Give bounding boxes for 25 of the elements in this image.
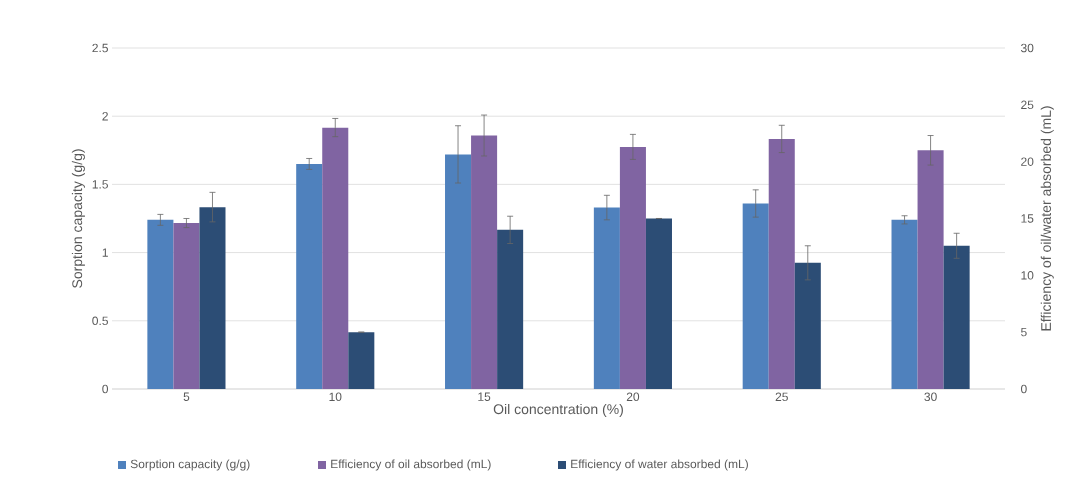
y-tick-label: 2 (102, 112, 108, 121)
y-tick-label: 0 (102, 384, 109, 394)
x-tick-label: 15 (478, 392, 491, 401)
x-tick-label: 25 (775, 392, 788, 402)
y2-tick-label: 5 (1021, 327, 1027, 337)
y2-tick-label: 0 (1021, 384, 1027, 394)
y2-axis-title: Efficiency of oil/water absorbed (mL) (1040, 106, 1054, 331)
y2-tick-label: 30 (1020, 43, 1034, 53)
y-tick-label: 2.5 (92, 43, 108, 53)
y-tick-label: 1.5 (92, 180, 108, 189)
y2-tick-label: 15 (1021, 214, 1034, 223)
y-tick-label: 1 (102, 248, 108, 257)
legend-label: Efficiency of water absorbed (mL) (571, 459, 748, 471)
x-tick-label: 10 (329, 392, 342, 402)
y2-tick-label: 20 (1021, 157, 1034, 166)
x-tick-label: 5 (183, 392, 190, 401)
legend-label: Efficiency of oil absorbed (mL) (331, 459, 491, 471)
y-tick-label: 0.5 (92, 316, 108, 326)
y-axis-title: Sorption capacity (g/g) (71, 149, 85, 288)
x-tick-label: 20 (626, 392, 640, 402)
legend-label: Sorption capacity (g/g) (130, 459, 250, 471)
x-axis-title: Oil concentration (%) (493, 403, 623, 417)
y2-tick-label: 10 (1021, 271, 1034, 280)
y2-tick-label: 25 (1021, 100, 1034, 110)
x-tick-label: 30 (924, 392, 937, 402)
